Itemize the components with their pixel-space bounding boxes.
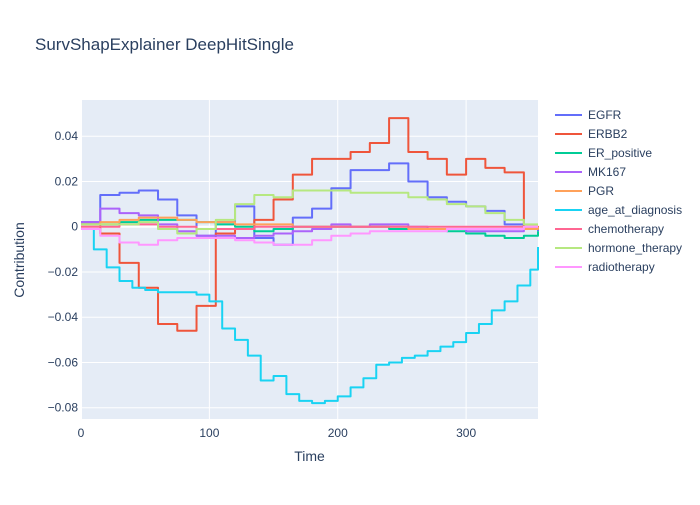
x-axis-ticks: 0 100 200 300: [78, 426, 477, 440]
legend-label: EGFR: [588, 108, 622, 122]
y-tick-label: 0.04: [55, 129, 79, 143]
y-axis-title: Contribution: [11, 222, 27, 298]
series-line-erbb2: [81, 117, 539, 332]
legend-label: MK167: [588, 165, 626, 179]
y-tick-label: 0.02: [55, 174, 79, 188]
legend-label: ERBB2: [588, 127, 628, 141]
y-tick-label: 0: [71, 220, 78, 234]
series-lines: [81, 117, 539, 405]
legend: EGFR ERBB2 ER_positive MK167 PGR age_at_diagn…: [555, 108, 682, 274]
series-line-age-at-diagnosis: [81, 227, 539, 405]
legend-label: PGR: [588, 184, 614, 198]
x-tick-label: 300: [456, 426, 476, 440]
legend-label: radiotherapy: [588, 260, 655, 274]
legend-label: ER_positive: [588, 146, 652, 160]
y-tick-label: −0.08: [48, 401, 79, 415]
chart-title: SurvShapExplainer DeepHitSingle: [35, 35, 294, 54]
x-tick-label: 0: [78, 426, 85, 440]
series-line-chemotherapy: [81, 223, 538, 230]
plot-area: [81, 100, 538, 419]
legend-label: chemotherapy: [588, 222, 664, 236]
x-tick-label: 200: [328, 426, 348, 440]
legend-label: age_at_diagnosis: [588, 203, 682, 217]
y-axis-ticks: −0.08 −0.06 −0.04 −0.02 0 0.02 0.04: [48, 129, 79, 414]
legend-label: hormone_therapy: [588, 241, 682, 255]
y-tick-label: −0.06: [48, 355, 79, 369]
series-line-hormone-therapy: [81, 189, 538, 235]
x-axis-title: Time: [294, 448, 325, 464]
x-tick-label: 100: [199, 426, 219, 440]
series-line-radiotherapy: [81, 225, 538, 246]
y-tick-label: −0.02: [48, 265, 79, 279]
y-tick-label: −0.04: [48, 310, 79, 324]
